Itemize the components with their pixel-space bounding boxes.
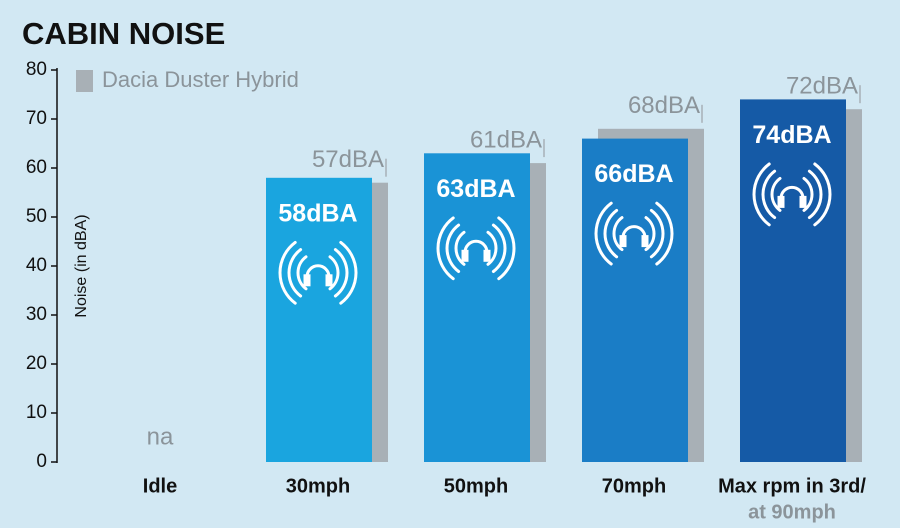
x-tick-label: 30mph [286,475,350,497]
headphone-cup [799,195,807,208]
sound-wave [278,240,297,305]
bar [266,177,372,463]
sound-wave [612,216,624,252]
y-tick-label: 60 [26,157,47,178]
sound-wave [603,208,619,259]
bar-value-label: 63dBA [436,175,515,203]
headphone-cup [777,195,785,208]
headphone-cup [619,235,627,248]
sound-wave [436,216,455,281]
comparison-value-label: 57dBA [312,146,384,173]
headphone-cup [461,249,469,262]
headphone-cup [325,274,333,287]
bar [740,99,846,463]
sound-wave [328,255,340,291]
sound-wave [594,201,613,266]
sound-wave [770,176,782,212]
bar [424,153,530,463]
sound-wave [802,176,814,212]
x-tick-label: Max rpm in 3rd/ [718,475,866,497]
headphone-icon [436,216,516,281]
sound-wave [333,248,349,298]
y-tick-label: 20 [26,353,47,374]
headphone-cup [483,249,491,262]
sound-wave [491,223,507,273]
headphone-band [779,185,805,200]
sound-wave [813,162,832,227]
headphone-band [621,225,647,240]
chart-title: CABIN NOISE [22,16,225,51]
headphone-band [463,239,489,254]
y-axis-label: Noise (in dBA) [73,214,90,317]
annotation: at 90mph [748,501,836,523]
bar-value-label: 66dBA [594,160,673,188]
sound-wave [807,169,823,220]
headphone-icon [278,240,358,305]
x-tick-label: 50mph [444,475,508,497]
headphone-band [305,264,331,279]
y-tick-label: 30 [26,304,47,325]
sound-wave [752,162,771,227]
comparison-value-label: 68dBA [628,92,700,119]
y-tick-label: 80 [26,59,47,80]
comparison-value-label: 72dBA [786,73,858,100]
bar-value-label: 74dBA [752,121,831,149]
y-tick-label: 0 [36,451,47,472]
sound-wave [287,248,303,298]
y-tick-label: 70 [26,108,47,129]
sound-wave [454,230,466,266]
x-tick-label: 70mph [602,475,666,497]
headphone-cup [303,274,311,287]
bar-value-label: na [147,423,174,450]
headphone-cup [641,235,649,248]
y-tick-label: 50 [26,206,47,227]
sound-wave [644,216,656,252]
y-tick-label: 10 [26,402,47,423]
legend-label: Dacia Duster Hybrid [102,67,299,92]
bar [582,138,688,462]
sound-wave [486,230,498,266]
headphone-icon [594,201,674,266]
bar-value-label: 58dBA [278,199,357,227]
headphone-icon [752,162,832,227]
sound-wave [497,216,516,281]
x-tick-label: Idle [143,475,177,497]
sound-wave [296,255,308,291]
y-tick-label: 40 [26,255,47,276]
sound-wave [655,201,674,266]
sound-wave [649,208,665,259]
sound-wave [761,169,777,220]
legend-swatch [76,70,93,92]
comparison-value-label: 61dBA [470,126,542,153]
sound-wave [339,240,358,305]
sound-wave [445,223,461,273]
